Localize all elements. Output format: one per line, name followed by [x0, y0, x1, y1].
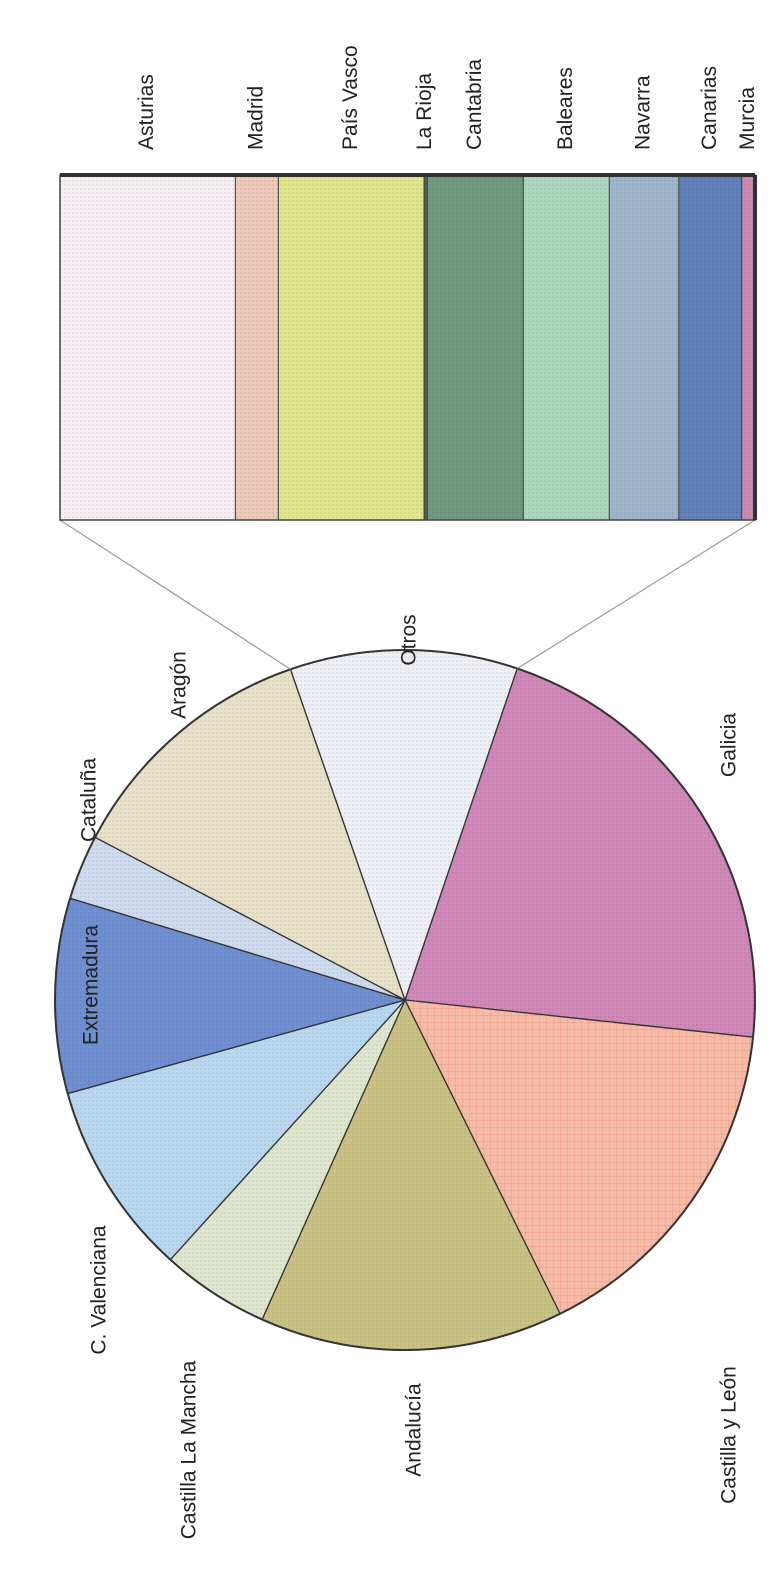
segment-texture — [741, 175, 755, 520]
slice-label: Extremadura — [80, 925, 103, 1046]
slice-label: Galicia — [718, 713, 741, 778]
segment-texture — [278, 175, 425, 520]
segment-texture — [427, 175, 524, 520]
segment-texture — [424, 175, 428, 520]
segment-label: Canarias — [698, 66, 721, 150]
slice-texture — [54, 898, 405, 1094]
slice-label: Castilla y León — [718, 1366, 741, 1504]
segment-label: La Rioja — [413, 73, 436, 150]
segment-label: Cantabria — [463, 59, 486, 150]
segment-texture — [60, 175, 236, 520]
slice-texture — [405, 668, 755, 1038]
segment-label: Murcia — [736, 87, 759, 150]
segment-texture — [678, 175, 742, 520]
slice-label: Castilla La Mancha — [178, 1360, 201, 1539]
slice-label: Andalucía — [403, 1383, 426, 1477]
segment-texture — [235, 175, 279, 520]
slice-texture — [405, 1000, 754, 1314]
connector — [516, 519, 756, 669]
segment-label: Madrid — [244, 86, 267, 150]
slice-label: Cataluña — [78, 758, 101, 842]
slice-label: Aragón — [168, 651, 191, 719]
pie-outline — [54, 649, 756, 1351]
connector — [59, 519, 291, 670]
segment-label: Navarra — [632, 75, 655, 150]
segment-label: Baleares — [554, 67, 577, 150]
slice-label: C. Valenciana — [88, 1225, 111, 1355]
segment-label: Asturias — [135, 74, 158, 150]
segment-texture — [523, 175, 610, 520]
slice-label: Otros — [398, 614, 421, 665]
segment-label: País Vasco — [339, 45, 362, 150]
slice-texture — [170, 1000, 405, 1320]
segment-texture — [609, 175, 679, 520]
slice-texture — [67, 1000, 405, 1260]
slice-texture — [95, 669, 405, 1000]
slice-texture — [70, 837, 406, 1000]
slice-texture — [290, 649, 518, 1000]
slice-texture — [262, 1000, 561, 1350]
